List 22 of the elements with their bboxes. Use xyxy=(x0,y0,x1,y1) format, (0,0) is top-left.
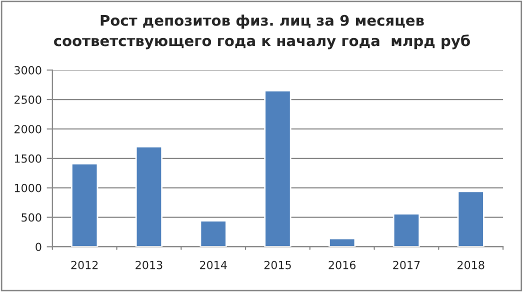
bar xyxy=(392,213,420,247)
x-tick-label: 2016 xyxy=(328,260,356,270)
bar xyxy=(328,238,356,247)
y-tick-label: 1000 xyxy=(14,184,42,192)
x-tick-label: 2014 xyxy=(200,260,227,270)
bar xyxy=(200,220,227,247)
bar xyxy=(135,146,163,247)
y-tick-label: 2000 xyxy=(14,124,42,134)
y-tick-label: 3000 xyxy=(14,66,42,74)
y-tick-label: 1500 xyxy=(14,154,42,163)
chart-title: Рост депозитов физ. лиц за 9 месяцев соответствующего года к началу года млрд руб xyxy=(54,14,470,50)
y-tick-label: 500 xyxy=(22,213,42,222)
y-tick-label: 0 xyxy=(36,242,42,252)
bar xyxy=(457,190,484,247)
x-tick-label: 2012 xyxy=(71,260,98,270)
x-tick-label: 2015 xyxy=(264,260,291,270)
bar xyxy=(264,90,292,247)
bar xyxy=(71,163,98,247)
x-tick-label: 2018 xyxy=(458,260,484,270)
x-tick-label: 2017 xyxy=(393,260,420,270)
x-tick-label: 2013 xyxy=(136,260,162,270)
y-tick-label: 2500 xyxy=(14,96,42,104)
